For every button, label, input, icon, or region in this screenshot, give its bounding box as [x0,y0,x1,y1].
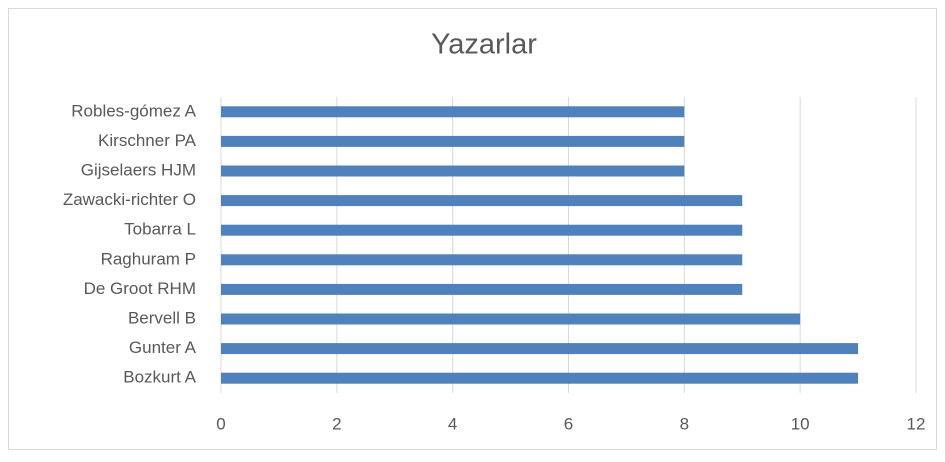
bar [221,135,685,147]
x-tick-label: 0 [216,414,225,433]
x-tick-label: 4 [448,414,457,433]
bar [221,254,743,266]
bar [221,165,685,177]
y-tick-label: Kirschner PA [98,131,197,150]
bar [221,372,859,384]
y-tick-label: De Groot RHM [84,279,196,298]
bar [221,106,685,118]
y-tick-label: Raghuram P [101,249,196,268]
y-tick-label: Gijselaers HJM [81,160,196,179]
x-tick-label: 12 [907,414,926,433]
bar [221,224,743,236]
y-tick-label: Bozkurt A [123,368,196,387]
bar [221,283,743,295]
y-tick-label: Gunter A [129,338,197,357]
y-tick-label: Bervell B [128,308,196,327]
bar [221,195,743,207]
x-tick-label: 2 [332,414,341,433]
x-tick-label: 8 [680,414,689,433]
x-tick-label: 10 [791,414,810,433]
bar [221,343,859,355]
chart-title: Yazarlar [431,29,537,61]
bar [221,313,801,325]
x-tick-label: 6 [564,414,573,433]
y-tick-label: Robles-gómez A [71,101,196,120]
y-tick-label: Tobarra L [124,220,196,239]
y-tick-label: Zawacki-richter O [63,190,196,209]
